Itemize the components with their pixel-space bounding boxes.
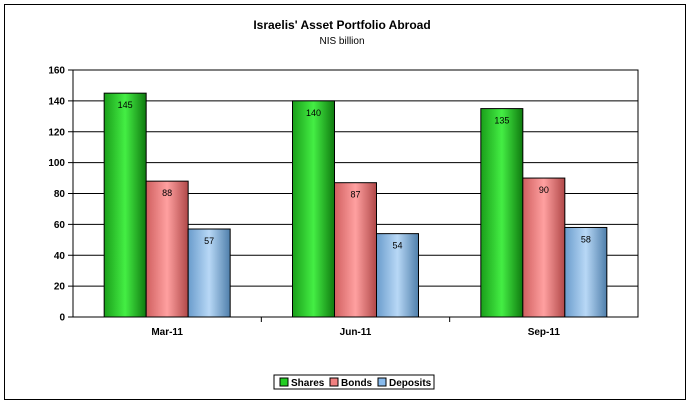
legend-swatch-bonds: [329, 377, 339, 387]
x-tick-label-0: Mar-11: [151, 327, 183, 338]
legend: Shares Bonds Deposits: [273, 374, 435, 390]
bar-deposits-mar-11: [187, 228, 231, 318]
bar-bonds-mar-11: [145, 180, 189, 318]
bar-bonds-sep-11: [522, 177, 566, 318]
legend-swatch-shares: [279, 377, 289, 387]
chart-title: Israelis' Asset Portfolio Abroad: [253, 18, 430, 32]
x-tick-label-1: Jun-11: [340, 327, 372, 338]
data-label-deposits-jun-11: 54: [392, 241, 402, 251]
legend-swatch-deposits: [377, 377, 387, 387]
legend-box: [273, 374, 435, 390]
y-tick-label-6: 120: [48, 127, 65, 138]
data-label-shares-sep-11: 135: [494, 116, 509, 126]
legend-label-deposits: Deposits: [389, 378, 432, 389]
data-label-bonds-sep-11: 90: [539, 185, 549, 195]
bar-deposits-sep-11: [564, 226, 608, 318]
bar-bonds-jun-11: [334, 182, 377, 318]
bar-shares-sep-11: [480, 108, 524, 318]
data-label-shares-mar-11: 145: [118, 100, 133, 110]
y-tick-label-3: 60: [54, 220, 66, 231]
y-tick-label-4: 80: [54, 189, 66, 200]
y-tick-label-0: 0: [59, 313, 65, 324]
data-label-bonds-jun-11: 87: [350, 190, 360, 200]
bar-shares-jun-11: [292, 100, 335, 318]
x-tick-label-2: Sep-11: [528, 327, 561, 338]
data-label-deposits-mar-11: 57: [204, 236, 214, 246]
plot-area: 0 20 40 60 80 100 120 140 160 145 88 57 Mar-11 140 87 5…: [48, 66, 639, 338]
bar-deposits-jun-11: [376, 233, 419, 318]
bar-shares-mar-11: [103, 92, 147, 318]
data-label-bonds-mar-11: 88: [162, 188, 172, 198]
y-tick-label-8: 160: [48, 66, 65, 77]
data-label-deposits-sep-11: 58: [581, 234, 591, 244]
legend-label-shares: Shares: [291, 378, 325, 389]
chart-subtitle: NIS billion: [319, 36, 364, 47]
legend-label-bonds: Bonds: [341, 378, 373, 389]
y-tick-label-5: 100: [48, 158, 65, 169]
y-tick-label-7: 140: [48, 96, 65, 107]
data-label-shares-jun-11: 140: [306, 108, 321, 118]
y-tick-label-2: 40: [54, 251, 66, 262]
y-tick-label-1: 20: [54, 282, 66, 293]
